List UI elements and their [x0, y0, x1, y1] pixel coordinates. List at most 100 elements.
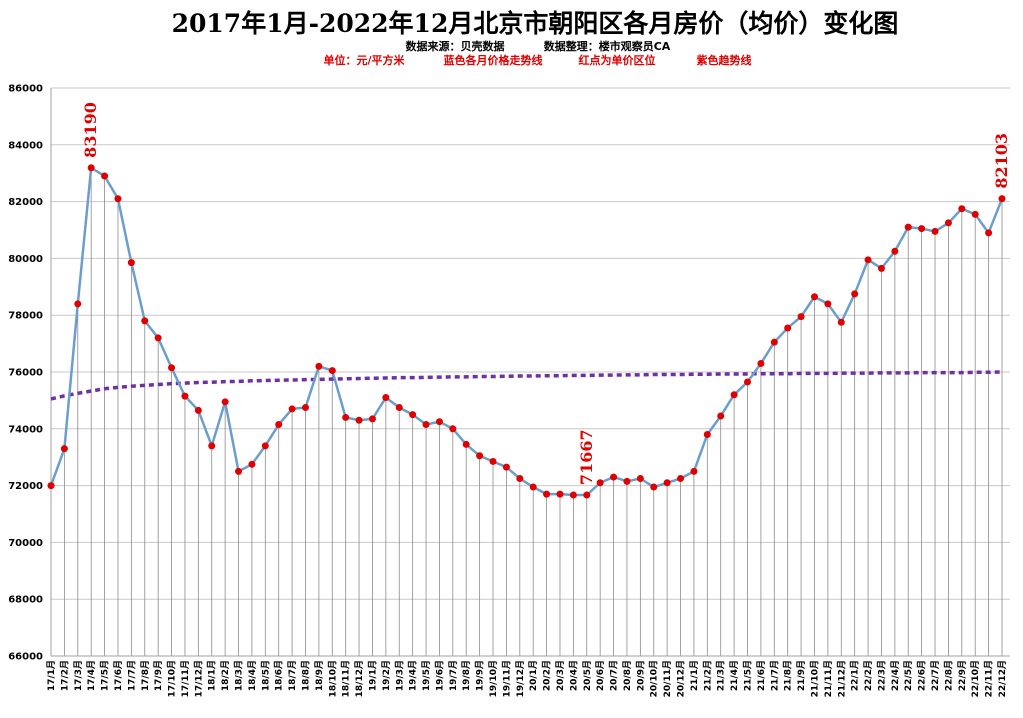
x-tick-label: 20/1月 — [528, 660, 539, 691]
price-point — [462, 440, 470, 448]
x-tick-label: 17/11月 — [180, 660, 191, 697]
x-tick-label: 17/2月 — [59, 660, 70, 691]
x-tick-label: 17/6月 — [113, 660, 124, 691]
axes — [50, 88, 1010, 657]
price-point — [168, 364, 176, 372]
y-axis-tick-labels: 66000 68000 70000 72000 74000 76000 78000 80000… — [8, 84, 43, 663]
price-point — [194, 406, 202, 414]
chart-subtitles: 数据来源：贝壳数据 数据整理：楼市观察员CA 单位：元/平方米 蓝色各月价格走势线 红点… — [323, 39, 751, 67]
x-tick-label: 18/11月 — [341, 660, 352, 697]
x-tick-label: 17/5月 — [100, 660, 111, 691]
y-tick-label: 70000 — [8, 538, 43, 549]
x-tick-label: 22/10月 — [970, 660, 981, 697]
price-point — [623, 477, 631, 485]
annotation-label: 82103 — [992, 133, 1011, 189]
price-point — [74, 300, 82, 308]
price-point — [610, 473, 618, 481]
price-point — [636, 475, 644, 482]
price-point — [864, 256, 872, 264]
x-tick-label: 18/3月 — [234, 660, 245, 691]
price-point — [797, 313, 805, 321]
price-point — [744, 378, 752, 386]
y-tick-label: 74000 — [8, 424, 43, 435]
x-tick-label: 18/7月 — [287, 660, 298, 691]
x-tick-label: 19/4月 — [408, 660, 419, 691]
x-tick-label: 22/5月 — [903, 660, 914, 691]
subtitle-legend-3: 紫色趋势线 — [697, 53, 752, 67]
price-point — [663, 479, 671, 487]
x-tick-label: 18/10月 — [327, 660, 338, 697]
x-tick-label: 17/4月 — [86, 660, 97, 691]
x-tick-label: 22/9月 — [957, 660, 968, 691]
x-tick-label: 22/7月 — [930, 660, 941, 691]
x-tick-label: 20/4月 — [568, 660, 579, 691]
x-tick-label: 21/8月 — [783, 660, 794, 691]
x-tick-label: 19/7月 — [448, 660, 459, 691]
price-series — [49, 166, 1004, 497]
trend-polyline — [50, 370, 1003, 401]
y-tick-label: 82000 — [8, 197, 43, 208]
x-tick-label: 18/8月 — [300, 660, 311, 691]
x-tick-label: 21/2月 — [702, 660, 713, 691]
price-point — [717, 412, 725, 420]
x-tick-label: 22/12月 — [997, 660, 1008, 697]
vertical-drop-lines — [50, 167, 1003, 656]
price-point — [476, 452, 484, 460]
price-point — [141, 317, 149, 325]
x-axis-tick-labels: 17/1月 17/2月 17/3月 17/4月 17/5月 17/6月 17/7月 17/8月… — [46, 660, 1008, 697]
price-point — [730, 391, 738, 399]
x-tick-label: 20/7月 — [609, 660, 620, 691]
x-tick-label: 21/4月 — [729, 660, 740, 691]
x-tick-label: 21/5月 — [743, 660, 754, 691]
x-tick-label: 19/3月 — [394, 660, 405, 691]
price-point — [824, 300, 832, 308]
price-point — [368, 415, 376, 423]
subtitle-legend-1: 蓝色各月价格走势线 — [444, 53, 543, 67]
x-tick-label: 21/1月 — [689, 660, 700, 691]
price-point — [770, 338, 778, 346]
x-tick-label: 20/12月 — [676, 660, 687, 697]
price-point — [583, 491, 591, 499]
x-tick-label: 20/11月 — [662, 660, 673, 697]
price-point — [516, 475, 524, 482]
x-tick-label: 19/11月 — [501, 660, 512, 697]
price-point — [47, 482, 55, 490]
subtitle-source-0: 数据来源：贝壳数据 — [406, 39, 505, 53]
price-point — [837, 318, 845, 326]
price-point — [944, 219, 952, 227]
price-point — [355, 416, 363, 424]
price-point — [650, 483, 658, 491]
price-point — [569, 491, 577, 499]
price-point — [235, 467, 243, 475]
x-tick-label: 18/6月 — [274, 660, 285, 691]
chart-title: 2017年1月-2022年12月北京市朝阳区各月房价（均价）变化图 — [172, 9, 899, 38]
price-point — [904, 223, 912, 231]
trend-line — [50, 370, 1003, 401]
price-point — [985, 229, 993, 237]
x-tick-label: 17/3月 — [73, 660, 84, 691]
price-point — [208, 442, 216, 450]
x-tick-label: 19/1月 — [367, 660, 378, 691]
price-point — [489, 457, 497, 465]
y-tick-label: 68000 — [8, 595, 43, 606]
x-tick-label: 18/9月 — [314, 660, 325, 691]
subtitle-legend-0: 单位：元/平方米 — [323, 53, 405, 67]
x-tick-label: 17/1月 — [46, 660, 57, 691]
x-tick-label: 20/5月 — [582, 660, 593, 691]
x-tick-label: 22/8月 — [943, 660, 954, 691]
price-point — [931, 227, 939, 235]
price-point — [529, 483, 537, 491]
x-tick-label: 17/8月 — [140, 660, 151, 691]
y-tick-label: 78000 — [8, 311, 43, 322]
price-point — [301, 404, 309, 411]
x-tick-label: 22/6月 — [917, 660, 928, 691]
y-tick-label: 66000 — [8, 652, 43, 663]
price-point — [851, 290, 859, 298]
annotation-label: 71667 — [577, 429, 596, 485]
price-point — [556, 490, 564, 498]
price-point — [328, 367, 336, 375]
x-tick-label: 19/12月 — [515, 660, 526, 697]
price-point — [275, 421, 283, 429]
